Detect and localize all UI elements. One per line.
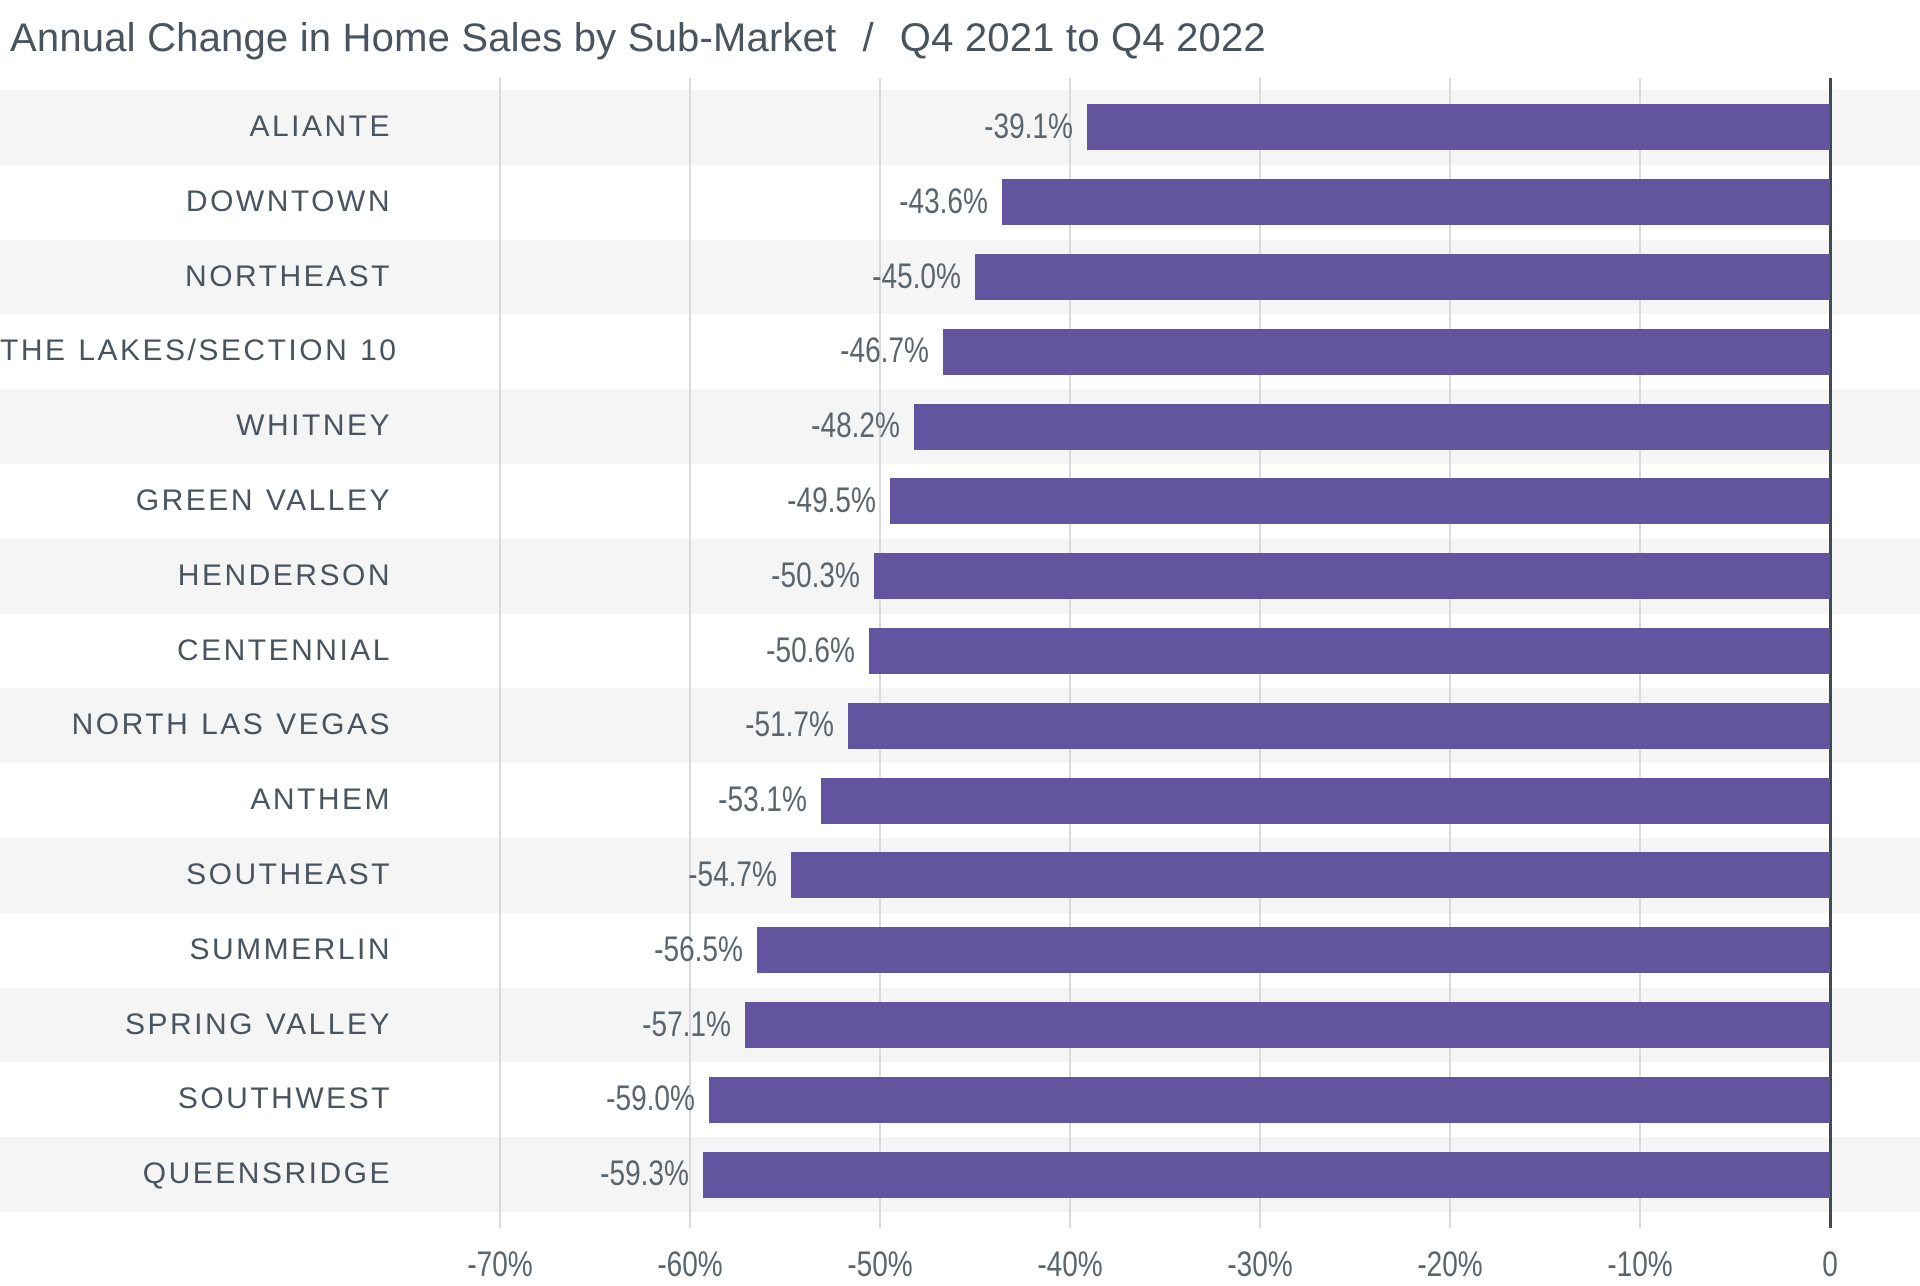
bar-summerlin <box>756 927 1830 974</box>
category-label-whitney: WHITNEY <box>236 409 392 443</box>
gridline-70 <box>499 78 501 1228</box>
category-label-spring-valley: SPRING VALLEY <box>124 1007 392 1041</box>
gridline-60 <box>689 78 691 1228</box>
bar-aliante <box>1087 104 1830 151</box>
value-label-spring-valley: -57.1% <box>642 1004 732 1044</box>
category-label-henderson: HENDERSON <box>177 558 392 592</box>
value-label-downtown: -43.6% <box>898 181 988 221</box>
bar-southwest <box>709 1076 1830 1123</box>
value-label-southeast: -54.7% <box>687 855 777 894</box>
chart-title-main: Annual Change in Home Sales by Sub-Marke… <box>10 15 837 60</box>
bar-north-las-vegas <box>847 702 1830 749</box>
x-tick-label-60: -60% <box>657 1245 723 1284</box>
category-label-anthem: ANTHEM <box>250 783 392 817</box>
x-tick-label-20: -20% <box>1417 1245 1483 1284</box>
value-label-summerlin: -56.5% <box>653 929 743 969</box>
value-label-southwest: -59.0% <box>606 1079 695 1119</box>
bar-queensridge <box>703 1151 1830 1198</box>
bar-green-valley <box>889 478 1830 525</box>
x-tick-label-30: -30% <box>1227 1245 1293 1284</box>
bar-henderson <box>874 553 1830 600</box>
bar-northeast <box>975 254 1830 300</box>
value-label-queensridge: -59.3% <box>600 1154 690 1194</box>
category-label-summerlin: SUMMERLIN <box>189 932 392 966</box>
value-label-aliante: -39.1% <box>984 107 1074 146</box>
category-label-aliante: ALIANTE <box>249 110 392 143</box>
value-label-whitney: -48.2% <box>811 406 901 446</box>
chart-title-separator: / <box>862 15 874 60</box>
bar-centennial <box>868 628 1830 674</box>
bar-whitney <box>914 403 1830 450</box>
x-tick-label-50: -50% <box>847 1245 913 1284</box>
chart-title-period: Q4 2021 to Q4 2022 <box>899 15 1266 60</box>
category-label-northeast: NORTHEAST <box>185 259 392 293</box>
bar-anthem <box>821 777 1830 824</box>
zero-axis-line <box>1829 78 1832 1228</box>
category-label-southeast: SOUTHEAST <box>186 858 392 891</box>
category-label-queensridge: QUEENSRIDGE <box>142 1157 392 1191</box>
x-tick-label-0: 0 <box>1822 1245 1838 1284</box>
category-label-north-las-vegas: NORTH LAS VEGAS <box>71 708 392 742</box>
category-label-southwest: SOUTHWEST <box>177 1082 392 1116</box>
value-label-the-lakes-section-10: -46.7% <box>839 331 929 371</box>
value-label-northeast: -45.0% <box>872 256 961 296</box>
category-label-downtown: DOWNTOWN <box>185 184 392 218</box>
category-label-centennial: CENTENNIAL <box>176 633 392 667</box>
bar-spring-valley <box>745 1002 1830 1048</box>
bar-downtown <box>1001 179 1830 226</box>
bar-the-lakes-section-10 <box>942 328 1830 375</box>
chart-title: Annual Change in Home Sales by Sub-Marke… <box>10 14 1266 62</box>
category-label-the-lakes-section-10: THE LAKES/SECTION 10 <box>0 334 399 368</box>
category-label-green-valley: GREEN VALLEY <box>135 484 392 517</box>
value-label-green-valley: -49.5% <box>786 481 876 520</box>
x-tick-label-70: -70% <box>467 1245 533 1284</box>
bar-southeast <box>790 852 1830 899</box>
x-tick-label-40: -40% <box>1037 1245 1103 1284</box>
value-label-anthem: -53.1% <box>718 780 808 820</box>
value-label-north-las-vegas: -51.7% <box>744 705 834 745</box>
x-tick-label-10: -10% <box>1607 1245 1673 1284</box>
value-label-henderson: -50.3% <box>771 555 861 595</box>
value-label-centennial: -50.6% <box>765 630 855 670</box>
